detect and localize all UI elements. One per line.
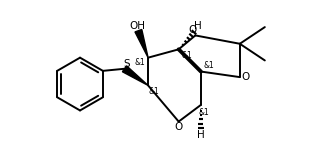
Polygon shape xyxy=(122,66,148,85)
Text: &1: &1 xyxy=(135,58,146,67)
Polygon shape xyxy=(135,30,148,58)
Text: OH: OH xyxy=(130,21,146,31)
Text: &1: &1 xyxy=(203,61,214,70)
Text: H: H xyxy=(197,130,205,140)
Text: &1: &1 xyxy=(149,87,160,96)
Text: &1: &1 xyxy=(199,108,210,117)
Text: H: H xyxy=(194,21,202,31)
Text: S: S xyxy=(123,59,130,69)
Text: O: O xyxy=(188,25,196,35)
Text: O: O xyxy=(175,122,183,132)
Text: O: O xyxy=(242,72,250,82)
Text: &1: &1 xyxy=(181,51,192,60)
